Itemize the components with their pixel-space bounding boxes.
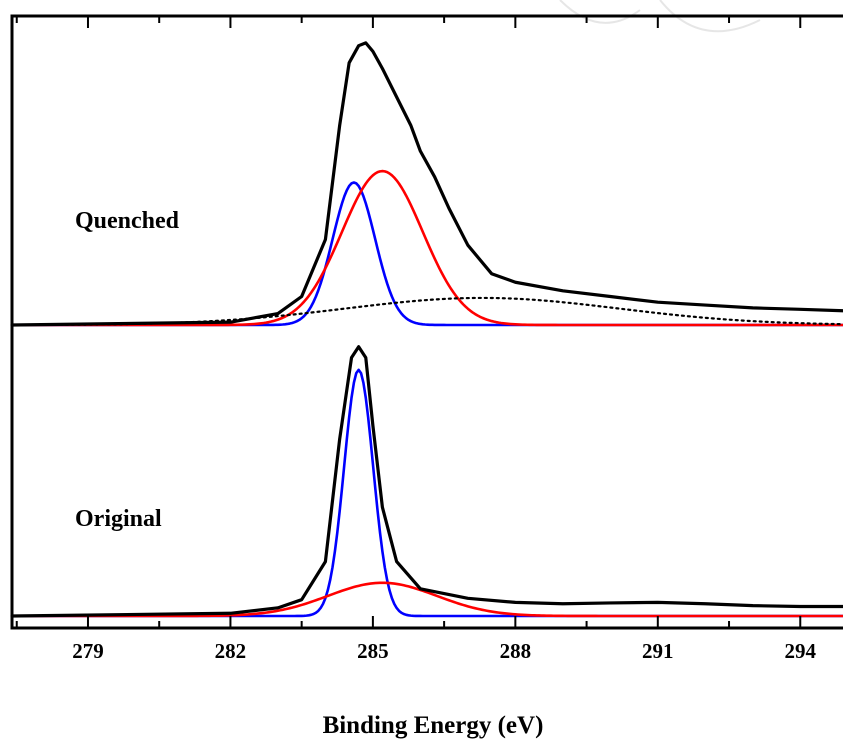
watermark-arc — [659, 0, 761, 33]
x-tick-label: 279 — [72, 639, 104, 663]
watermark-arc — [559, 0, 641, 24]
original-fit-red-line — [10, 581, 843, 618]
x-tick-label: 291 — [642, 639, 674, 663]
quenched-fit-blue-line — [10, 181, 843, 327]
x-tick-label: 285 — [357, 639, 389, 663]
x-tick-label: 294 — [785, 639, 817, 663]
x-axis-title: Binding Energy (eV) — [323, 712, 544, 739]
series-layer — [10, 41, 843, 618]
panel-label-quenched: Quenched — [75, 208, 180, 234]
quenched-fit-red-line — [10, 169, 843, 327]
quenched-measured-black-line — [10, 41, 843, 327]
plot-border — [10, 14, 843, 630]
original-measured-black-line — [10, 345, 843, 618]
original-fit-blue-line — [10, 368, 843, 618]
x-tick-label: 288 — [500, 639, 532, 663]
panel-quenched — [10, 41, 843, 327]
panel-label-original: Original — [75, 506, 162, 532]
x-ticks: 279 282 285 288 291 294 — [15, 16, 817, 663]
axes-frame — [10, 14, 843, 630]
panel-original — [10, 345, 843, 618]
x-tick-label: 282 — [215, 639, 247, 663]
quenched-baseline-black-line — [10, 296, 843, 327]
